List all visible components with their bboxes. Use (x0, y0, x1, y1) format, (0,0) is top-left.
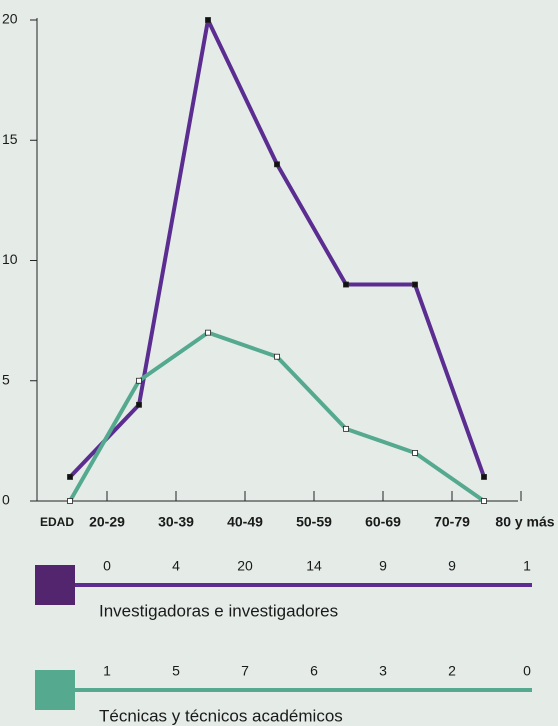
point-marker (136, 401, 142, 408)
legend-label: Técnicas y técnicos académicos (99, 706, 343, 725)
row-value: 14 (306, 558, 322, 574)
x-tick-label: 20-29 (89, 514, 125, 530)
row-value: 0 (103, 558, 111, 574)
x-tick-label: 40-49 (227, 514, 263, 530)
x-axis-label: EDAD (40, 515, 74, 529)
row-value: 1 (523, 558, 531, 574)
row-value: 0 (523, 663, 531, 679)
x-tick-label: 60-69 (365, 514, 401, 530)
row-value: 2 (448, 663, 456, 679)
x-tick-label: 30-39 (158, 514, 194, 530)
row-value: 3 (379, 663, 387, 679)
legend-swatch (35, 565, 75, 605)
row-value: 6 (310, 663, 318, 679)
point-marker (343, 425, 349, 432)
point-marker (274, 353, 280, 360)
point-marker (205, 17, 211, 23)
point-marker (67, 474, 73, 480)
y-tick-label: 20 (2, 11, 18, 27)
y-tick-label: 5 (2, 371, 10, 387)
row-value: 20 (237, 558, 253, 574)
legend-swatch (35, 670, 75, 710)
y-tick-label: 15 (2, 131, 18, 147)
point-marker (343, 281, 349, 288)
point-marker (481, 498, 487, 504)
y-tick-label: 10 (2, 251, 18, 267)
row-value: 5 (172, 663, 180, 679)
row-value: 9 (448, 558, 456, 574)
x-tick-label: 80 y más (495, 514, 554, 530)
y-tick-label: 0 (2, 492, 10, 508)
point-marker (412, 281, 418, 288)
legend-label: Investigadoras e investigadores (99, 601, 338, 620)
x-tick-label: 70-79 (434, 514, 470, 530)
x-tick-label: 50-59 (296, 514, 332, 530)
point-marker (481, 474, 487, 480)
row-value: 1 (103, 663, 111, 679)
row-value: 9 (379, 558, 387, 574)
point-marker (67, 498, 73, 504)
point-marker (412, 449, 418, 456)
row-value: 7 (241, 663, 249, 679)
row-value: 4 (172, 558, 180, 574)
point-marker (205, 329, 211, 336)
point-marker (274, 161, 280, 168)
line-series (68, 18, 486, 479)
point-marker (136, 377, 142, 384)
